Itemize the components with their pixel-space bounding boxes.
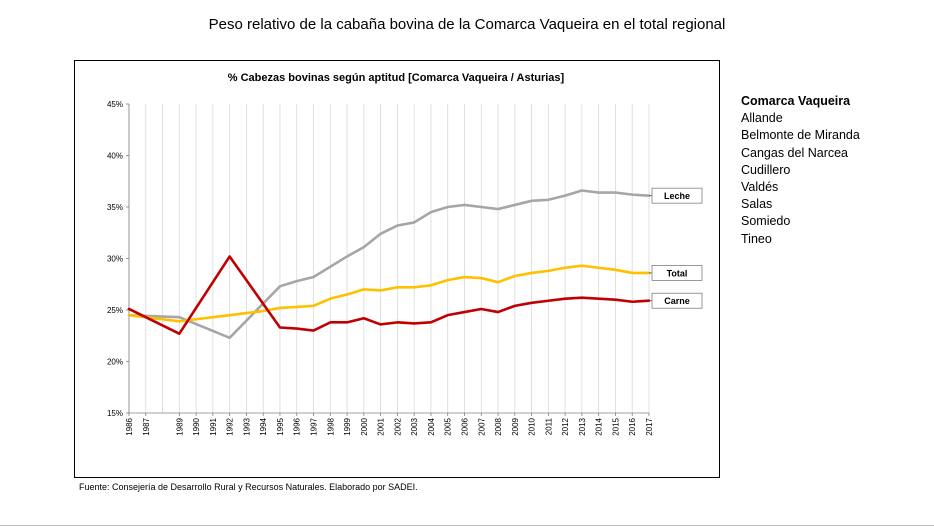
region-list-item: Tineo (741, 231, 772, 246)
region-list-heading: Comarca Vaqueira (741, 94, 851, 108)
y-tick-label: 30% (107, 255, 123, 264)
region-list-item: Valdés (741, 180, 779, 195)
x-tick-label: 2009 (511, 417, 520, 435)
x-tick-label: 1996 (293, 417, 302, 435)
y-tick-label: 20% (107, 358, 123, 367)
x-tick-label: 2005 (444, 417, 453, 435)
x-tick-label: 2013 (578, 417, 587, 435)
source-note: Fuente: Consejería de Desarrollo Rural y… (79, 482, 418, 492)
series-label-box (651, 292, 703, 309)
series-label-leche: Leche (664, 191, 690, 201)
y-tick-label: 35% (107, 203, 123, 212)
page-title: Peso relativo de la cabaña bovina de la … (208, 16, 726, 33)
y-tick-label: 25% (107, 306, 123, 315)
x-tick-label: 1991 (209, 417, 218, 435)
region-list-item: Somiedo (741, 214, 791, 229)
x-tick-label: 2010 (528, 417, 537, 435)
x-tick-label: 1992 (226, 417, 235, 435)
y-tick-label: 15% (107, 409, 123, 418)
x-tick-label: 2015 (611, 417, 620, 435)
x-tick-label: 1997 (310, 417, 319, 435)
chart-title: % Cabezas bovinas según aptitud [Comarca… (228, 72, 565, 84)
chart-frame (74, 60, 720, 478)
x-tick-label: 1986 (125, 417, 134, 435)
x-tick-label: 1994 (259, 417, 268, 435)
series-label-box (651, 265, 703, 281)
x-tick-label: 2006 (460, 417, 469, 435)
x-tick-label: 1993 (242, 417, 251, 435)
region-list-item: Allande (741, 111, 783, 126)
region-list-item: Cangas del Narcea (741, 145, 849, 160)
x-tick-label: 2016 (628, 417, 637, 435)
x-tick-label: 2004 (427, 417, 436, 435)
x-tick-label: 2000 (360, 417, 369, 435)
x-tick-label: 2012 (561, 417, 570, 435)
x-tick-label: 2003 (410, 417, 419, 435)
x-tick-label: 1990 (192, 417, 201, 435)
x-tick-label: 2007 (477, 417, 486, 435)
x-tick-label: 1987 (142, 417, 151, 435)
series-label-layer: Leche Total Carne (649, 187, 703, 309)
y-tick-label: 45% (107, 100, 123, 109)
x-tick-label: 2002 (393, 417, 402, 435)
region-list-item: Cudillero (741, 162, 791, 177)
series-line-total (127, 264, 651, 323)
x-tick-label: 2001 (377, 417, 386, 435)
x-tick-label: 1998 (326, 417, 335, 435)
series-line-carne (127, 255, 651, 335)
x-tick-label: 1999 (343, 417, 352, 435)
bottom-divider (0, 525, 934, 526)
region-list-item: Belmonte de Miranda (741, 128, 860, 143)
x-tick-label: 1995 (276, 417, 285, 435)
x-tick-label: 2008 (494, 417, 503, 435)
series-label-carne: Carne (664, 296, 690, 306)
x-tick-label: 1989 (175, 417, 184, 435)
x-tick-label: 2011 (544, 417, 553, 435)
x-tick-label: 2017 (645, 417, 654, 435)
axis-layer: 15% 20% 25% 30% 35% 40% 45% 1986 1987 1989 1990 199… (107, 100, 654, 436)
region-list-item: Salas (741, 197, 773, 212)
series-layer (127, 189, 651, 340)
y-tick-label: 40% (107, 152, 123, 161)
x-tick-label: 2014 (595, 417, 604, 435)
series-line-leche (127, 189, 651, 340)
grid-layer (128, 104, 650, 413)
series-label-box (651, 187, 703, 204)
line-chart: % Cabezas bovinas según aptitud [Comarca… (107, 72, 703, 436)
series-label-total: Total (667, 268, 688, 278)
region-list: Comarca Vaqueira Allande Belmonte de Mir… (741, 93, 860, 248)
